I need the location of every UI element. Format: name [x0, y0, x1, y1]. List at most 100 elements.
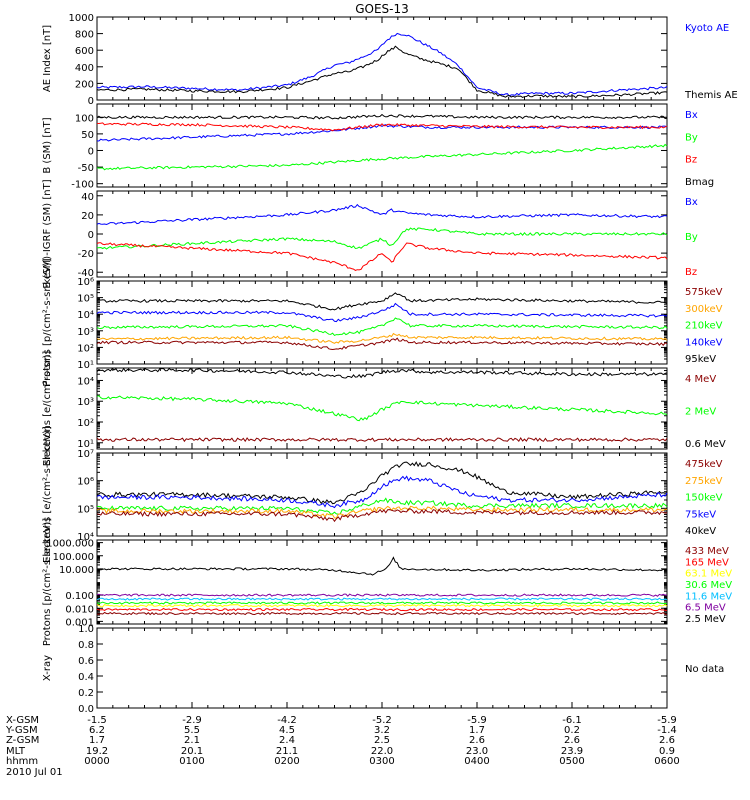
- series-line-2.5-mev: [96, 556, 668, 576]
- series-line-bx: [96, 203, 668, 226]
- y-tick-label: -50: [78, 163, 94, 174]
- legend-entry: Bz: [685, 155, 697, 166]
- y-tick-label: 40: [81, 192, 94, 203]
- orbit-row-label: MLT: [6, 746, 26, 757]
- y-tick-label: 1000.000: [46, 539, 94, 550]
- orbit-cell: -5.9: [657, 715, 677, 726]
- y-tick-label: 10⁴: [77, 376, 94, 387]
- y-tick-label: 0.6: [78, 656, 94, 667]
- orbit-row-label: hhmm: [6, 756, 38, 767]
- y-tick-label: 20: [81, 211, 94, 222]
- panel-frame: [96, 539, 668, 625]
- y-tick-label: 100: [75, 113, 94, 124]
- legend-entry: 2.5 MeV: [685, 614, 726, 625]
- legend-entry: 165 MeV: [685, 557, 729, 568]
- legend-entry: 40keV: [685, 526, 716, 537]
- orbit-cell: 1.7: [469, 725, 485, 736]
- y-axis-label: Protons [p/(cm²-s-sr-keV)]: [42, 258, 53, 386]
- orbit-cell: 2.6: [659, 735, 675, 746]
- orbit-cell: 19.2: [86, 746, 108, 757]
- series-line-475kev: [96, 508, 668, 523]
- y-tick-label: 10³: [77, 327, 94, 338]
- series-line-300kev: [96, 332, 668, 344]
- y-tick-label: -40: [78, 268, 94, 279]
- orbit-cell: 21.1: [276, 746, 298, 757]
- series-line-11.6-mev: [96, 597, 668, 601]
- series-line-575kev: [96, 337, 668, 351]
- legend-entry: 95keV: [685, 354, 716, 365]
- y-tick-label: 10³: [77, 397, 94, 408]
- orbit-cell: -4.2: [277, 715, 297, 726]
- orbit-cell: 0100: [179, 756, 204, 767]
- orbit-cell: 23.9: [561, 746, 583, 757]
- y-tick-label: 0.001: [65, 617, 94, 628]
- orbit-cell: -5.2: [372, 715, 392, 726]
- orbit-cell: -6.1: [562, 715, 582, 726]
- legend-entry: Themis AE: [684, 90, 738, 101]
- y-tick-label: 10⁶: [77, 277, 94, 288]
- legend-entry: By: [685, 232, 698, 243]
- series-line-bz: [96, 242, 668, 271]
- orbit-cell: -5.9: [467, 715, 487, 726]
- orbit-cell: 0500: [559, 756, 584, 767]
- y-tick-label: -100: [71, 180, 94, 191]
- y-axis-label: Protons [p/(cm²-s-sr-keV)]: [42, 518, 53, 646]
- orbit-cell: 0200: [274, 756, 299, 767]
- legend-entry: 433 MeV: [685, 546, 729, 557]
- y-tick-label: 0.8: [78, 640, 94, 651]
- orbit-cell: 2.4: [279, 735, 295, 746]
- y-axis-label: Electrons [e/(cm²-s-sr-keV)]: [42, 426, 53, 563]
- y-tick-label: 0.0: [78, 704, 94, 715]
- orbit-cell: 20.1: [181, 746, 203, 757]
- y-axis-label: B (SM)-IGRF (SM) [nT]: [42, 179, 53, 288]
- series-line-bmag: [96, 113, 668, 120]
- panel-4: 10¹ 10² 10³ 10⁴ 10⁵ 10⁶ Protons [p/(cm²-s-sr-k…: [42, 258, 723, 386]
- y-tick-label: 10⁵: [77, 504, 94, 515]
- series-line-2-mev: [96, 395, 668, 422]
- legend-entry: 2 MeV: [685, 407, 716, 418]
- y-tick-label: 10.000: [59, 565, 94, 576]
- y-tick-label: 1000: [69, 13, 94, 24]
- y-axis-label: Electrons [e/(cm²-s-sr)]: [42, 351, 53, 467]
- panel-1: 0 200 400 600 800 1000 AE Index [nT] Kyoto AE Th…: [42, 13, 738, 107]
- y-tick-label: 10¹: [77, 439, 94, 450]
- orbit-cell: 2.5: [374, 735, 390, 746]
- orbit-cell: 2.1: [184, 735, 200, 746]
- y-tick-label: 0.100: [65, 591, 94, 602]
- y-axis-label: X-ray: [42, 655, 53, 681]
- series-line-75kev: [96, 475, 668, 509]
- orbit-cell: 4.5: [279, 725, 295, 736]
- series-line-kyoto-ae: [96, 32, 668, 97]
- legend-entry: 0.6 MeV: [685, 439, 726, 450]
- orbit-cell: 22.0: [371, 746, 393, 757]
- series-line-40kev: [96, 461, 668, 505]
- orbit-cell: 2.6: [469, 735, 485, 746]
- orbit-cell: 0400: [464, 756, 489, 767]
- orbit-cell: 0300: [369, 756, 394, 767]
- panel-6: 10⁴ 10⁵ 10⁶ 10⁷ Electrons [e/(cm²-s-sr-keV)]…: [42, 426, 723, 563]
- orbit-row-label: Z-GSM: [6, 735, 39, 746]
- figure-title: GOES-13: [355, 2, 409, 16]
- y-tick-label: 50: [81, 130, 94, 141]
- series-line-150kev: [96, 497, 668, 515]
- legend-entry: 75keV: [685, 509, 716, 520]
- y-tick-label: 10⁵: [77, 294, 94, 305]
- series-line-95kev: [96, 292, 668, 311]
- series-line-275kev: [96, 505, 668, 519]
- legend-entry: 6.5 MeV: [685, 603, 726, 614]
- series-line-30.6-mev: [96, 601, 668, 605]
- orbit-cell: -1.4: [657, 725, 677, 736]
- orbit-cell: -1.5: [87, 715, 107, 726]
- series-line-210kev: [96, 317, 668, 337]
- series-line-4-mev: [96, 437, 668, 443]
- orbit-cell: 0000: [84, 756, 109, 767]
- orbit-row-label: Y-GSM: [5, 725, 38, 736]
- legend-entry: 140keV: [685, 337, 723, 348]
- panel-frame: [96, 103, 668, 188]
- y-axis-label: B (SM) [nT]: [42, 117, 53, 173]
- series-line-140kev: [96, 302, 668, 323]
- legend-entry: 475keV: [685, 459, 723, 470]
- orbit-cell: 5.5: [184, 725, 200, 736]
